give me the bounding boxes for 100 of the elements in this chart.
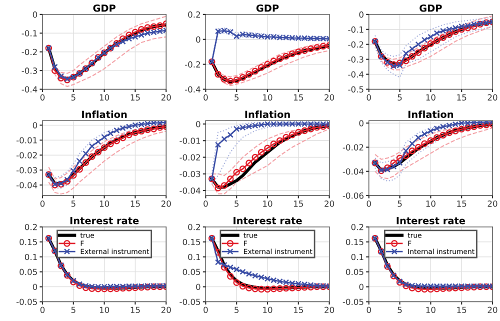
y-tick-label: 0.1 [351,254,364,260]
x-tick-label: 0 [40,306,45,314]
y-tick-label: -0.05 [16,298,37,306]
x-tick-label: 5 [234,200,239,207]
y-tick-label: -0.1 [348,26,364,33]
x-tick-label: 10 [100,94,110,101]
y-tick-label: 0.2 [188,224,200,230]
x-tick-label: 20 [488,200,498,207]
x-tick-label: 0 [204,94,208,101]
x-tick-label: 20 [161,306,171,314]
x-tick-label: 10 [100,306,110,314]
y-tick-label: -0.04 [342,168,364,175]
chart-title: Interest rate [234,217,302,224]
y-tick-label: -0.04 [180,187,200,194]
x-tick-label: 20 [324,306,334,314]
x-tick-label: 0 [204,200,208,207]
y-tick-label: -0.05 [342,298,364,306]
x-tick-label: 15 [130,306,140,314]
chart-title: GDP [256,4,279,12]
y-tick-label: 0.05 [346,268,364,276]
x-tick-label: 10 [263,94,272,101]
y-tick-label: -0.2 [348,41,364,48]
y-tick-label: -0.04 [16,182,38,188]
y-tick-label: -0.4 [348,71,364,78]
x-tick-label: 10 [426,94,436,101]
x-tick-label: 5 [71,306,76,314]
y-tick-label: 0 [32,11,38,18]
x-tick-label: 15 [294,94,303,101]
x-tick-label: 0 [40,200,45,207]
y-tick-label: -0.02 [180,154,200,161]
y-tick-label: -0.05 [180,298,200,306]
y-tick-label: -0.02 [342,144,364,151]
chart-title: GDP [420,4,442,12]
chart-title: Interest rate [396,217,466,224]
y-tick-label: 0.2 [24,224,37,230]
y-tick-label: -0.2 [184,61,200,68]
y-tick-label: -0.02 [16,152,37,158]
y-tick-label: -0.3 [348,56,364,63]
x-tick-label: 20 [161,200,171,207]
x-tick-label: 15 [130,200,140,207]
chart-title: GDP [93,4,116,12]
y-tick-label: 0 [32,122,38,128]
x-tick-label: 20 [324,200,334,207]
y-tick-label: 0 [32,284,38,290]
y-tick-label: 0 [359,11,364,18]
x-tick-label: 15 [457,200,466,207]
chart-title: Inflation [82,110,127,118]
y-tick-label: -0.06 [342,192,364,199]
y-tick-label: 0 [196,120,200,128]
y-tick-label: -0.2 [22,48,37,56]
x-tick-label: 0 [204,306,208,314]
x-tick-label: 5 [71,200,76,207]
y-tick-label: 0.2 [351,224,364,230]
x-tick-label: 15 [130,94,140,101]
x-tick-label: 5 [398,94,402,101]
x-tick-label: 20 [324,94,334,101]
x-tick-label: 10 [263,200,272,207]
x-tick-label: 5 [234,94,239,101]
x-tick-label: 20 [488,306,498,314]
x-tick-label: 0 [366,306,371,314]
x-tick-label: 5 [398,306,402,314]
y-tick-label: 0 [196,284,200,290]
x-tick-label: 10 [426,306,436,314]
y-tick-label: -0.5 [348,86,364,93]
chart-title: Interest rate [70,217,139,224]
y-tick-label: 0 [196,36,200,43]
y-tick-label: 0.15 [346,238,364,246]
x-tick-label: 15 [457,94,466,101]
y-tick-label: 0 [359,120,364,126]
x-tick-label: 10 [426,200,436,207]
x-tick-label: 0 [366,200,371,207]
y-tick-label: -0.01 [16,137,37,144]
y-tick-label: -0.3 [22,68,37,74]
x-tick-label: 10 [100,200,110,207]
y-tick-label: -0.03 [180,170,200,178]
x-tick-label: 10 [263,306,272,314]
x-tick-label: 5 [71,94,76,101]
y-tick-label: 0.2 [188,11,200,18]
y-tick-label: -0.01 [180,138,200,144]
y-tick-label: 0 [359,284,364,290]
y-tick-label: 0.15 [20,238,37,246]
x-tick-label: 15 [457,306,466,314]
x-tick-label: 5 [234,306,239,314]
chart-title: Inflation [408,110,454,118]
y-tick-label: 0.1 [24,254,37,260]
y-tick-label: -0.4 [22,86,38,93]
x-tick-label: 15 [294,200,303,207]
y-tick-label: -0.4 [184,86,200,93]
y-tick-label: -0.03 [16,167,37,174]
x-tick-label: 20 [488,94,498,101]
y-tick-label: 0.1 [188,254,200,260]
x-tick-label: 15 [294,306,303,314]
y-tick-label: 0.05 [182,268,200,276]
x-tick-label: 0 [366,94,371,101]
x-tick-label: 5 [398,200,402,207]
y-tick-label: -0.1 [22,30,37,36]
y-tick-label: 0.05 [20,268,37,276]
y-tick-label: 0.15 [182,238,200,246]
x-tick-label: 20 [161,94,171,101]
x-tick-label: 0 [40,94,45,101]
